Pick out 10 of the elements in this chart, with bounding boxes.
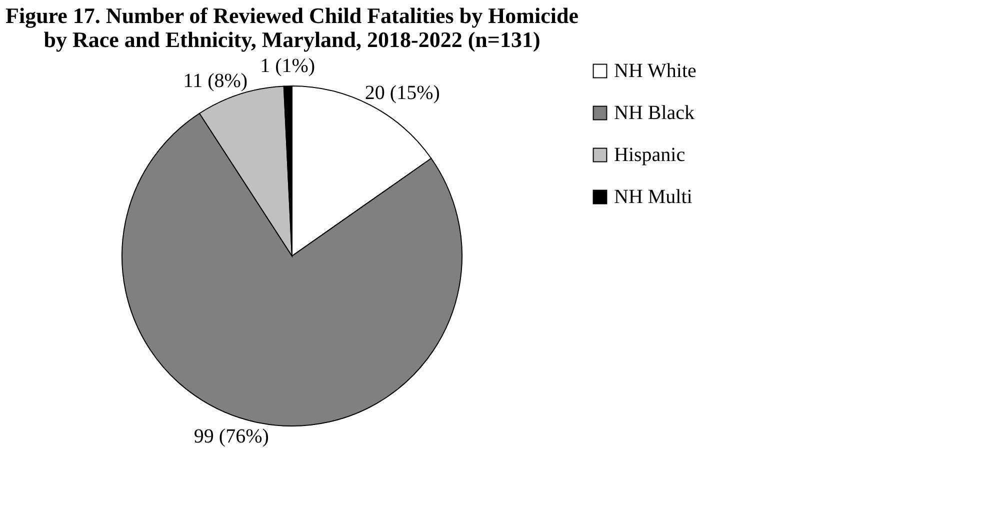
data-label: 11 (8%) xyxy=(183,70,248,92)
legend-label: NH Black xyxy=(614,102,695,124)
text: Figure 17. Number of Reviewed Child Fatalities by Homicide xyxy=(6,3,578,28)
legend-label: NH White xyxy=(614,60,697,82)
legend-label: NH Multi xyxy=(614,186,693,208)
data-label: 1 (1%) xyxy=(260,55,316,78)
data-label: 20 (15%) xyxy=(364,82,440,104)
text: by Race and Ethnicity, Maryland, 2018-2022 (n=131) xyxy=(44,27,540,52)
legend-label: Hispanic xyxy=(614,144,686,166)
data-label: 99 (76%) xyxy=(194,426,269,448)
